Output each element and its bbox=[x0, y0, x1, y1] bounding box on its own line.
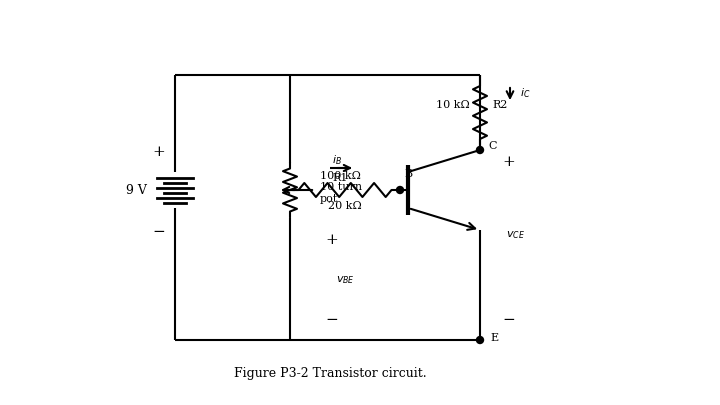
Text: $v_{CE}$: $v_{CE}$ bbox=[506, 229, 525, 241]
Text: +: + bbox=[153, 145, 166, 159]
Circle shape bbox=[477, 147, 484, 153]
Text: 10 kΩ: 10 kΩ bbox=[436, 100, 470, 109]
Text: Figure P3-2 Transistor circuit.: Figure P3-2 Transistor circuit. bbox=[234, 367, 426, 379]
Text: $i_C$: $i_C$ bbox=[520, 86, 531, 100]
Text: 20 kΩ: 20 kΩ bbox=[328, 201, 362, 211]
Text: −: − bbox=[153, 225, 166, 239]
Circle shape bbox=[397, 186, 403, 194]
Text: +: + bbox=[502, 155, 515, 169]
Text: 10 turn: 10 turn bbox=[320, 182, 362, 192]
Text: R1: R1 bbox=[333, 173, 348, 183]
Text: 9 V: 9 V bbox=[126, 183, 147, 196]
Text: B: B bbox=[404, 169, 412, 179]
Circle shape bbox=[477, 337, 484, 343]
Text: R2: R2 bbox=[492, 100, 508, 109]
Text: pot: pot bbox=[320, 194, 338, 204]
Text: +: + bbox=[325, 233, 338, 247]
Text: −: − bbox=[502, 313, 515, 327]
Text: C: C bbox=[488, 141, 497, 151]
Text: −: − bbox=[325, 313, 338, 327]
Text: $i_B$: $i_B$ bbox=[332, 153, 342, 167]
Text: $v_{BE}$: $v_{BE}$ bbox=[336, 274, 354, 286]
Text: 100 kΩ: 100 kΩ bbox=[320, 171, 361, 181]
Text: E: E bbox=[490, 333, 498, 343]
